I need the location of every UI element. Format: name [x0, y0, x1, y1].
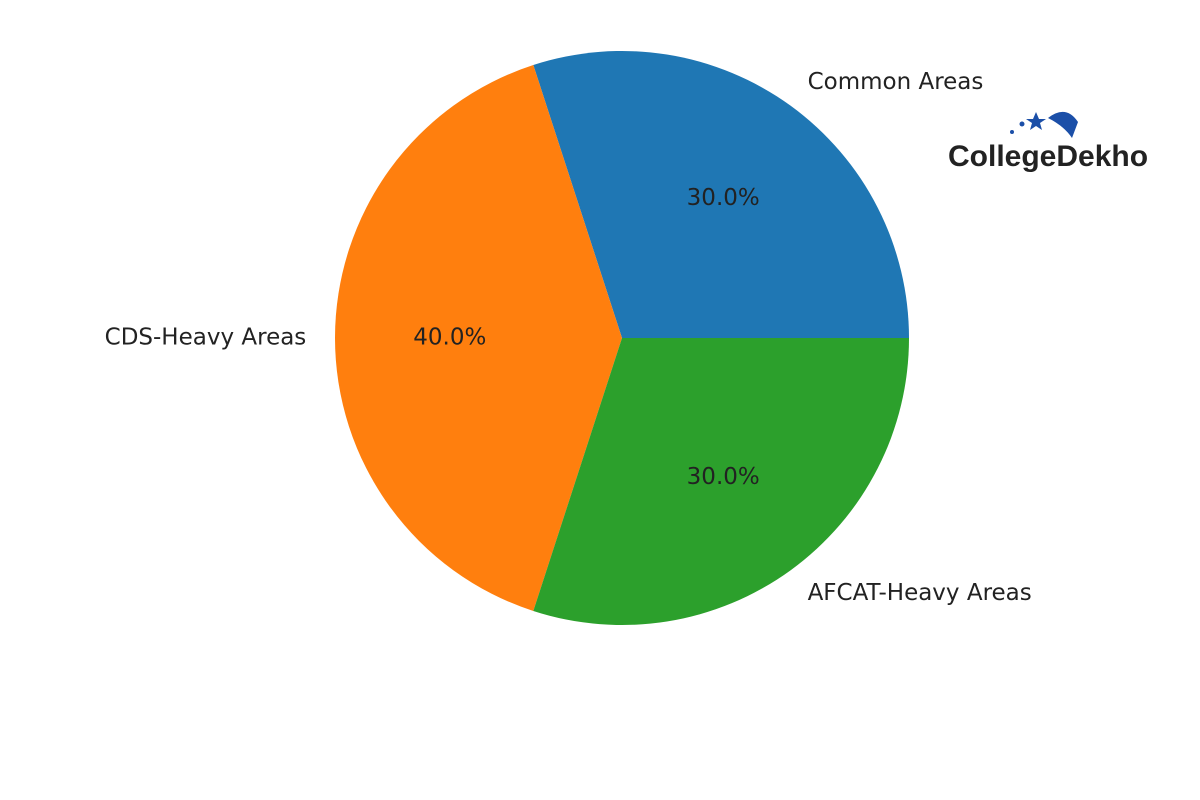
value-label: 30.0%: [687, 464, 760, 490]
slice-label: CDS-Heavy Areas: [105, 325, 307, 351]
slice-label: Common Areas: [808, 69, 984, 95]
value-label: 40.0%: [413, 325, 486, 351]
pie-slice: [533, 338, 909, 625]
pie-slice: [533, 50, 910, 338]
pie-slice: [334, 65, 622, 611]
logo-icon: [1010, 111, 1078, 138]
value-label: 30.0%: [687, 185, 760, 211]
slice-label: AFCAT-Heavy Areas: [808, 580, 1032, 606]
watermark: CollegeDekho: [948, 140, 1148, 173]
